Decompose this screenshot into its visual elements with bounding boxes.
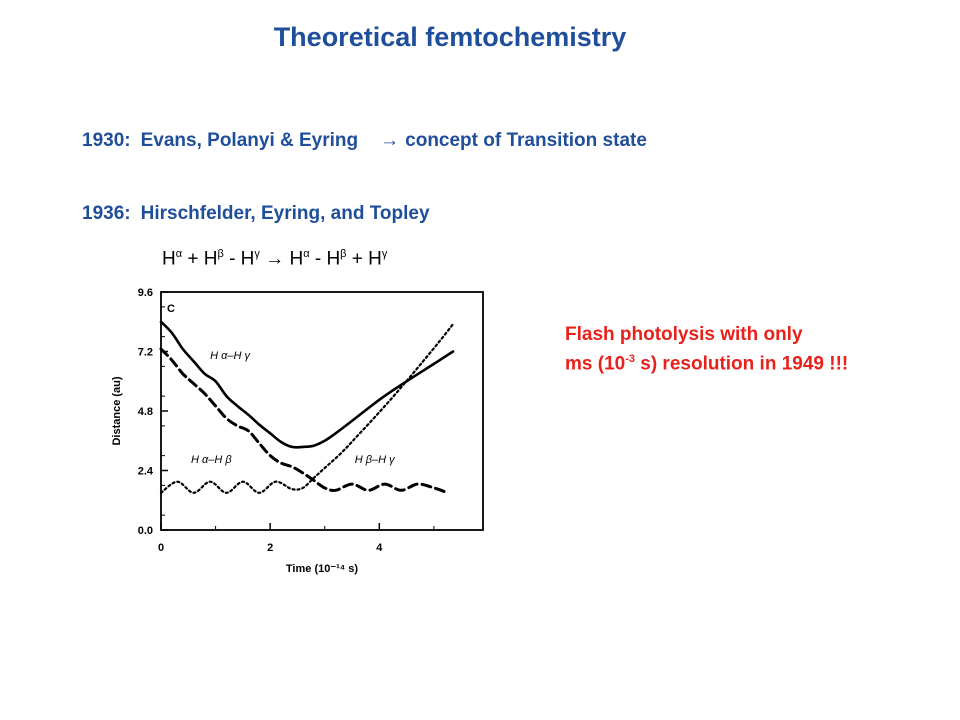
- curve-label: H α–H γ: [210, 350, 251, 362]
- note-line-2: ms (10-3 s) resolution in 1949 !!!: [565, 353, 849, 375]
- y-tick-label: 2.4: [138, 466, 154, 478]
- concept-text: concept of Transition state: [405, 130, 647, 151]
- x-tick-label: 2: [267, 542, 273, 554]
- panel-label: C: [167, 303, 175, 315]
- y-tick-label: 7.2: [138, 347, 153, 359]
- authors-text: Hirschfelder, Eyring, and Topley: [140, 203, 430, 224]
- x-tick-label: 4: [376, 542, 383, 554]
- series-line-dashed: [159, 347, 449, 495]
- right-arrow-icon: →: [380, 130, 400, 151]
- curve-label: H α–H β: [191, 454, 232, 466]
- x-tick-label: 0: [158, 542, 164, 554]
- year-label: 1936:: [82, 203, 131, 224]
- authors-text: Evans, Polanyi & Eyring: [140, 130, 359, 151]
- y-tick-label: 9.6: [138, 287, 153, 299]
- y-tick-label: 0.0: [138, 525, 153, 537]
- history-line-1930: 1930: Evans, Polanyi & Eyring → concept of …: [82, 130, 647, 152]
- year-label: 1930:: [82, 130, 131, 151]
- reaction-equation: Hα + Hβ - Hγ → Hα - Hβ + Hγ: [162, 248, 388, 270]
- series-line-solid: [159, 320, 455, 449]
- series-line-dotted: [159, 323, 455, 494]
- y-axis-label: Distance (au): [111, 376, 123, 445]
- history-line-1936: 1936: Hirschfelder, Eyring, and Topley: [82, 203, 430, 225]
- y-tick-label: 4.8: [138, 406, 153, 418]
- note-line-1: Flash photolysis with only: [565, 324, 803, 345]
- curve-label: H β–H γ: [355, 454, 396, 466]
- plot-frame: [160, 291, 484, 531]
- right-arrow-icon: →: [259, 248, 290, 270]
- flash-photolysis-note: Flash photolysis with only ms (10-3 s) r…: [565, 322, 848, 376]
- x-axis-label: Time (10⁻¹⁴ s): [286, 563, 359, 575]
- slide-title: Theoretical femtochemistry: [273, 22, 627, 52]
